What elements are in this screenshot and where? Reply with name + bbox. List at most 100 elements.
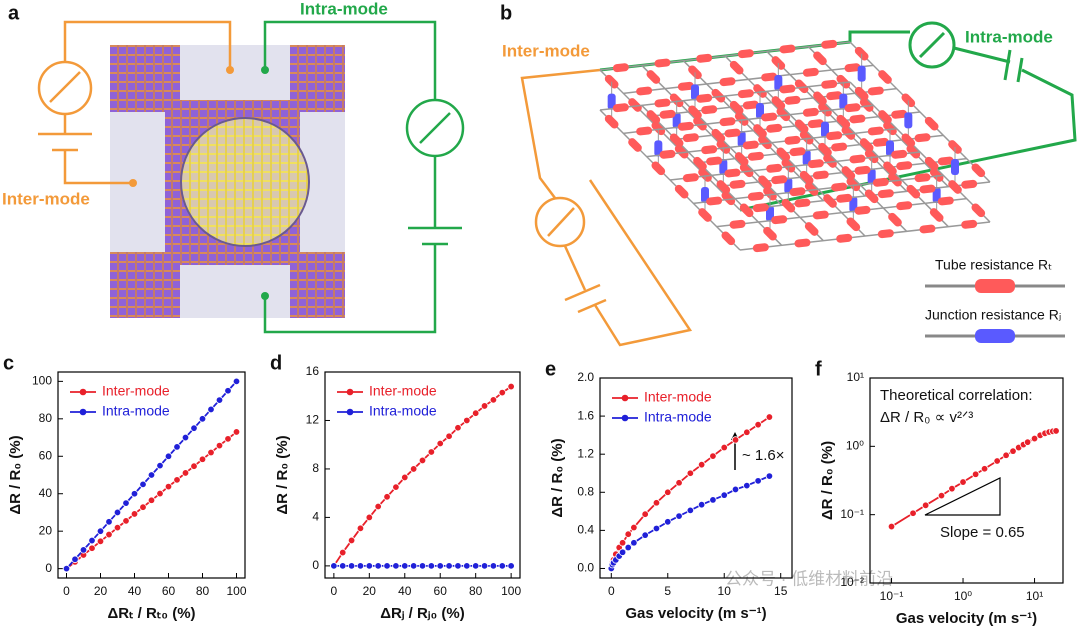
junction-resistor bbox=[719, 159, 728, 175]
data-point bbox=[198, 455, 207, 463]
tube-resistor bbox=[906, 184, 921, 199]
junction-resistor bbox=[904, 112, 913, 129]
y-tick-label: 10⁻¹ bbox=[840, 507, 864, 521]
tube-resistor bbox=[776, 147, 791, 162]
tube-resistor bbox=[867, 126, 884, 136]
x-tick-label: 40 bbox=[128, 584, 142, 598]
tube-resistor bbox=[846, 217, 861, 232]
tube-resistor bbox=[826, 91, 843, 101]
tube-resistor bbox=[693, 156, 707, 171]
x-tick-label: 10⁻¹ bbox=[880, 589, 904, 603]
tube-resistor bbox=[844, 103, 861, 113]
tube-resistor bbox=[742, 100, 759, 110]
data-point bbox=[139, 503, 147, 511]
data-point bbox=[686, 469, 695, 477]
tube-resistor bbox=[654, 58, 671, 68]
tube-resistor bbox=[758, 175, 772, 190]
tube-resistor bbox=[739, 163, 754, 178]
junction-resistor bbox=[951, 159, 959, 175]
tube-resistor bbox=[737, 49, 754, 59]
data-point bbox=[937, 491, 946, 500]
data-point bbox=[356, 524, 365, 533]
y-axis-label: ΔR / R₀ (%) bbox=[549, 438, 566, 517]
tube-line bbox=[739, 221, 991, 251]
tube-resistor bbox=[669, 133, 684, 148]
data-point bbox=[232, 377, 241, 386]
x-tick-label: 0 bbox=[63, 584, 70, 598]
tube-resistor bbox=[849, 154, 866, 164]
junction-resistor bbox=[701, 187, 709, 203]
data-point bbox=[463, 416, 471, 425]
junction-resistor bbox=[654, 140, 663, 157]
data-point bbox=[507, 562, 515, 570]
y-tick-label: 10¹ bbox=[847, 370, 864, 384]
tube-resistor bbox=[612, 103, 629, 113]
tube-resistor bbox=[821, 79, 838, 89]
data-point bbox=[105, 530, 113, 539]
tube-resistor bbox=[971, 203, 986, 218]
tube-resistor bbox=[721, 191, 736, 206]
tube-resistor bbox=[821, 39, 838, 49]
data-point bbox=[418, 456, 427, 465]
data-point bbox=[409, 562, 418, 570]
data-point bbox=[480, 562, 489, 570]
tube-resistor bbox=[706, 156, 723, 166]
data-point bbox=[88, 536, 96, 545]
data-point bbox=[164, 452, 173, 460]
y-axis-label: ΔR / R₀ (%) bbox=[7, 435, 24, 514]
plot-frame bbox=[599, 377, 793, 579]
tube-resistor bbox=[896, 201, 913, 211]
tube-resistor bbox=[924, 116, 939, 131]
tube-resistor bbox=[742, 140, 759, 150]
tube-resistor bbox=[771, 175, 788, 185]
data-point bbox=[232, 428, 241, 436]
tube-resistor bbox=[854, 205, 871, 215]
data-point bbox=[156, 489, 164, 498]
tube-line bbox=[716, 157, 967, 188]
tube-resistor bbox=[878, 110, 892, 124]
tube-resistor bbox=[883, 161, 897, 176]
data-point bbox=[207, 448, 215, 457]
data-point bbox=[664, 488, 672, 496]
y-tick-label: 0 bbox=[45, 561, 52, 575]
data-point bbox=[427, 448, 436, 456]
tube-resistor bbox=[747, 151, 764, 161]
tube-resistor bbox=[813, 91, 827, 106]
x-tick-label: 20 bbox=[363, 584, 377, 598]
tube-resistor bbox=[698, 208, 712, 222]
tube-resistor bbox=[914, 133, 931, 143]
tube-resistor bbox=[891, 109, 908, 119]
x-tick-label: 0 bbox=[331, 584, 338, 598]
tube-resistor bbox=[674, 144, 689, 159]
data-point bbox=[652, 499, 661, 507]
junction-resistor bbox=[774, 75, 783, 91]
tube-line bbox=[739, 181, 991, 211]
tube-resistor bbox=[771, 215, 788, 225]
tube-resistor bbox=[761, 72, 778, 82]
tube-resistor bbox=[761, 112, 778, 122]
x-axis-label: ΔRⱼ / Rⱼ₀ (%) bbox=[380, 605, 464, 622]
legend-marker bbox=[621, 414, 629, 422]
data-point bbox=[463, 562, 471, 570]
x-tick-label: 10⁰ bbox=[954, 589, 972, 603]
y-tick-label: 40 bbox=[39, 486, 53, 500]
annotation: ~ 1.6× bbox=[742, 447, 785, 464]
junction-resistor bbox=[849, 196, 858, 213]
tube-resistor bbox=[841, 166, 856, 180]
data-point bbox=[409, 465, 418, 473]
tube-resistor bbox=[654, 98, 671, 108]
data-point bbox=[731, 436, 740, 444]
data-point bbox=[181, 469, 190, 477]
y-tick-label: 1.6 bbox=[577, 408, 594, 422]
panel-label: a bbox=[8, 2, 20, 24]
x-tick-label: 10¹ bbox=[1026, 589, 1043, 603]
data-point bbox=[356, 562, 365, 570]
data-point bbox=[401, 473, 409, 482]
tube-resistor bbox=[841, 126, 856, 140]
tube-resistor bbox=[807, 159, 824, 169]
watermark: 公众号 · 低维材料前沿 bbox=[725, 569, 893, 588]
tube-resistor bbox=[872, 177, 889, 187]
data-point bbox=[489, 396, 498, 404]
tube-resistor bbox=[781, 198, 796, 213]
